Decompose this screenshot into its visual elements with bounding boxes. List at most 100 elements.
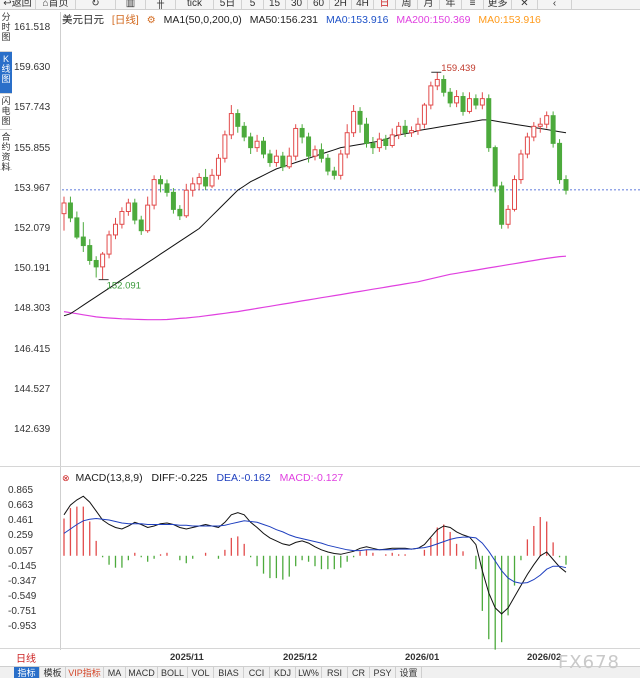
candle	[557, 139, 563, 184]
toolbar-label: 5	[249, 0, 256, 9]
indicator-tab-6[interactable]: VOL	[188, 667, 214, 678]
low-annotation: 152.091	[107, 281, 141, 292]
macd-tick-label: 0.663	[8, 500, 34, 512]
candle	[325, 154, 331, 176]
home-button[interactable]: ⌂首页	[36, 0, 76, 9]
toolbar-7[interactable]: 5	[242, 0, 264, 9]
price-tick-label: 142.639	[14, 424, 51, 435]
toolbar-6[interactable]: 5日	[214, 0, 242, 9]
candle	[396, 122, 402, 140]
macd-tick-label: -0.549	[8, 590, 37, 602]
gear-icon[interactable]: ⚙	[146, 15, 156, 26]
toolbar-18[interactable]: 更多	[484, 0, 512, 9]
ma0b-value: MA0:153.916	[478, 14, 541, 26]
candle	[370, 136, 376, 155]
candle	[531, 122, 537, 142]
indicator-tab-11[interactable]: RSI	[322, 667, 348, 678]
candle	[524, 132, 530, 159]
ma-params[interactable]: MA1(50,0,200,0)	[163, 14, 242, 26]
toolbar-8[interactable]: 15	[264, 0, 286, 9]
toolbar-5[interactable]: tick	[176, 0, 214, 9]
ma200-line	[63, 255, 567, 321]
indicator-tab-0[interactable]: 指标	[14, 667, 40, 678]
indicator-tab-3[interactable]: MA	[104, 667, 126, 678]
candle	[145, 196, 151, 233]
price-tick-label: 159.630	[14, 62, 51, 74]
toolbar-label: 更多	[487, 0, 508, 9]
collapse-icon[interactable]: ⊗	[62, 473, 70, 483]
candle-button[interactable]: ╫	[146, 0, 176, 9]
menu-button[interactable]: ≡	[462, 0, 484, 9]
period-label[interactable]: [日线]	[111, 14, 139, 26]
toolbar-10[interactable]: 60	[308, 0, 330, 9]
toolbar-11[interactable]: 2H	[330, 0, 352, 9]
price-tick-label: 157.743	[14, 102, 51, 114]
candle	[261, 136, 267, 159]
indicator-tab-9[interactable]: KDJ	[270, 667, 296, 678]
watermark-logo: FX678	[557, 652, 620, 673]
indicator-tab-4[interactable]: MACD	[126, 667, 158, 678]
left-tab-1[interactable]: K线图	[0, 52, 12, 94]
candle	[280, 151, 286, 172]
candle	[228, 105, 234, 140]
candle	[351, 105, 357, 137]
candle	[441, 75, 447, 97]
indicator-tab-2[interactable]: VIP指标	[66, 667, 104, 678]
candle	[312, 145, 318, 161]
period-button[interactable]: 日线	[16, 654, 36, 665]
left-view-tabs: 分时图 K线图 闪电图 合约资料	[0, 10, 12, 172]
price-legend: 美元日元 [日线] ⚙ MA1(50,0,200,0) MA50:156.231…	[62, 13, 546, 27]
indicator-tab-13[interactable]: PSY	[370, 667, 396, 678]
left-tab-label: 分时图	[1, 12, 11, 42]
candle	[67, 196, 73, 223]
left-tab-0[interactable]: 分时图	[0, 10, 12, 52]
date-tick-label: 2025/12	[283, 652, 318, 663]
price-tick-label: 161.518	[14, 22, 51, 33]
indicator-tab-10[interactable]: LW%	[296, 667, 322, 678]
indicator-tab-8[interactable]: CCI	[244, 667, 270, 678]
toolbar-label: 年	[445, 0, 456, 9]
refresh-button[interactable]: ↻	[76, 0, 116, 9]
ma200-value: MA200:150.369	[396, 14, 471, 26]
toolbar-12[interactable]: 4H	[352, 0, 374, 9]
price-tick-label: 150.191	[14, 263, 51, 275]
candle	[119, 207, 125, 229]
candle	[544, 111, 550, 129]
toolbar-label: 月	[423, 0, 434, 9]
candle	[93, 256, 99, 278]
toolbar-14[interactable]: 周	[396, 0, 418, 9]
chart-button[interactable]: ▥	[116, 0, 146, 9]
indicator-tab-7[interactable]: BIAS	[214, 667, 244, 678]
indicator-tab-1[interactable]: 模板	[40, 667, 66, 678]
indicator-tab-12[interactable]: CR	[348, 667, 370, 678]
left-tab-2[interactable]: 闪电图	[0, 94, 12, 130]
candle	[428, 81, 434, 110]
candle	[286, 147, 292, 169]
back-button[interactable]: ↩返回	[0, 0, 36, 9]
candle-icon: ╫	[156, 0, 165, 9]
left-tab-3[interactable]: 合约资料	[0, 130, 12, 172]
candle	[190, 177, 196, 197]
chart-icon: ▥	[125, 0, 136, 9]
toolbar-15[interactable]: 月	[418, 0, 440, 9]
chevron-left-button[interactable]: ‹	[538, 0, 572, 9]
macd-label[interactable]: MACD(13,8,9)	[75, 472, 143, 484]
back-icon: ↩	[3, 0, 12, 9]
toolbar-9[interactable]: 30	[286, 0, 308, 9]
toolbar-16[interactable]: 年	[440, 0, 462, 9]
candle	[389, 128, 395, 148]
macd-tick-label: -0.145	[8, 560, 37, 572]
macd-tick-label: -0.751	[8, 605, 37, 617]
close-button[interactable]: ✕	[512, 0, 538, 9]
candle	[492, 145, 498, 193]
menu-icon: ≡	[469, 0, 476, 9]
candle	[460, 92, 466, 116]
candle	[318, 143, 324, 163]
indicator-tab-5[interactable]: BOLL	[158, 667, 188, 678]
macd-tick-label: -0.347	[8, 575, 37, 587]
indicator-tab-14[interactable]: 设置	[396, 667, 422, 678]
candle	[170, 188, 176, 214]
toolbar-13[interactable]: 日	[374, 0, 396, 9]
